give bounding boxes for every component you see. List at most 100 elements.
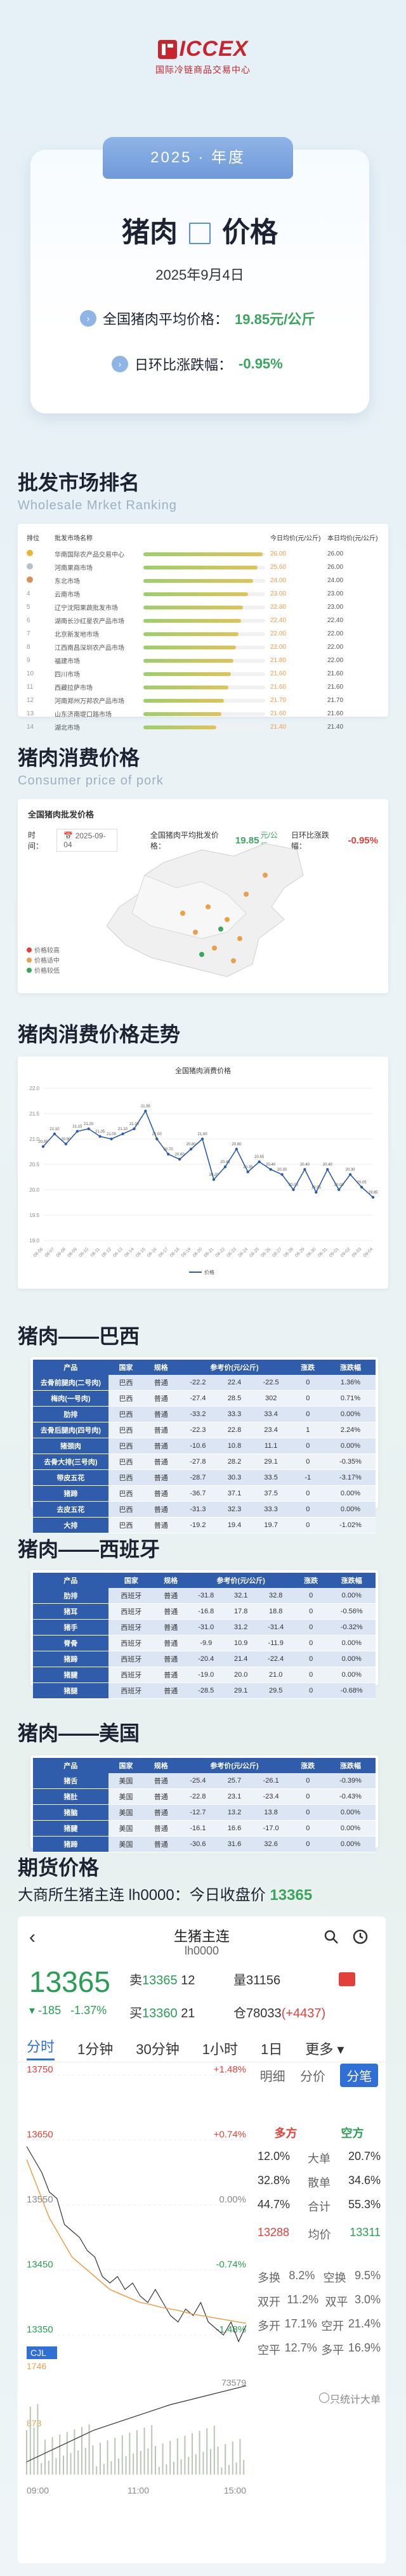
data-point [315,1190,318,1194]
flow-rows: 12.0% 大单 20.7% 32.8% 散单 34.6% 44.7% 合计 55.3% [252,2146,386,2218]
data-label: 20.20 [209,1173,219,1177]
table-cell: 17.8 [224,1603,258,1620]
price-tick: 13450 [27,2260,53,2270]
table-cell: -33.2 [178,1406,218,1422]
table-cell: 普通 [143,1406,179,1422]
header-row: 产品 国家 规格 参考价(元/公斤) 涨跌 涨跌幅 [33,1360,376,1375]
map-marker [225,917,230,922]
table-cell: 19.4 [217,1517,252,1533]
today-price: 21.60 [270,710,287,717]
table-cell: 肋排 [33,1588,108,1604]
today-price: 22.00 [270,644,287,651]
tab-30min[interactable]: 30分钟 [136,2041,180,2057]
table-row: 带皮五花 巴西 普通 -28.7 30.3 33.5 -1 -3.17% [33,1469,376,1486]
hero-title-left: 猪肉 [122,217,178,248]
table-cell: -27.8 [178,1454,218,1470]
avg-label: 均价 [308,2228,331,2241]
rank-cell: 7 [27,630,30,637]
map-toolbar: 时间： 📅 2025-09-04 全国猪肉平均批发价格： 19.85 元/公斤 … [18,829,388,852]
table-body: 猪舌 美国 普通 -25.4 25.7 -26.1 0 -0.39% 猪肚 美国 普通 -22.8 23… [33,1773,376,1852]
table-cell: 0.71% [325,1390,376,1407]
table-row: 华南国际农产品交易中心 26.00 26.00 [24,547,382,561]
search-icon-glyph [324,1930,338,1944]
bar-fill [143,645,236,649]
bar-track [143,725,265,729]
time-tick: 11:00 [128,2485,149,2495]
table-cell: 0.00% [327,1635,376,1651]
prev-price: 23.00 [327,590,344,597]
market-name: 河南郑州万邦农产品市场 [55,698,124,705]
y-tick-label: 21.0 [29,1136,39,1142]
usa-table: 产品 国家 规格 参考价(元/公斤) 涨跌 涨跌幅 猪舌 美国 普通 -25.4 25.7 -26.1… [33,1758,376,1852]
today-price: 23.00 [270,590,287,597]
table-cell: 普通 [143,1438,179,1454]
search-icon[interactable] [324,1929,339,1949]
data-label: 20.30 [277,1168,287,1172]
map-marker [193,930,198,935]
intraday-chart[interactable]: 13750 +1.48% 13650 +0.74% 13550 0.00% 13450 -0.… [18,2062,252,2563]
stat-label: 多换 [258,2272,280,2284]
side-tab-price[interactable]: 分价 [299,2069,325,2084]
table-cell: -22.4 [257,1651,294,1667]
rank-cell: 4 [27,590,30,597]
table-cell: 普通 [143,1788,179,1805]
stat-value: 8.2% [289,2269,315,2282]
table-cell: 猪脑 [33,1804,108,1821]
tab-1min[interactable]: 1分钟 [77,2041,114,2057]
data-label: 20.35 [243,1166,253,1169]
table-cell: 0 [290,1406,325,1422]
side-head: 多方 空方 [252,2119,386,2146]
avg-price-label: 全国猪肉平均价格： [103,311,229,327]
back-icon[interactable]: ‹ [29,1927,36,1948]
today-price: 21.70 [270,697,287,704]
table-cell: 猪腱 [33,1820,108,1837]
expand-icon[interactable] [339,1972,355,1986]
rank-cell: 13 [27,710,34,717]
tab-intraday[interactable]: 分时 [27,2036,55,2060]
table-row: 10 四川市场 21.60 21.60 [24,667,382,680]
table-cell: 西班牙 [108,1667,154,1683]
table-cell: 猪颈肉 [33,1438,108,1454]
bar-fill [143,632,239,636]
market-name: 华南国际农产品交易中心 [55,552,124,559]
china-map[interactable] [18,837,388,989]
today-price: 21.40 [270,724,287,731]
table-cell: 普通 [143,1375,179,1391]
data-point [133,1127,136,1131]
side-tab-detail[interactable]: 明细 [259,2069,285,2084]
bigonly-toggle[interactable]: ◯ 只统计大单 [252,2387,386,2410]
table-cell: -22.2 [178,1375,218,1391]
data-label: 20.55 [254,1155,265,1159]
ask-price: 13365 [142,1974,178,1987]
data-point [337,1188,341,1192]
mom-label: 日环比涨跌幅： [134,357,233,373]
bar-cell [141,561,268,574]
medal-icon [27,563,33,569]
data-label: 21.00 [107,1133,117,1136]
data-point [348,1173,352,1176]
table-cell: 0 [294,1651,328,1667]
table-cell: 0.00% [327,1667,376,1683]
table-cell: 37.1 [217,1485,252,1502]
today-price: 21.60 [270,670,287,677]
side-tab-tick[interactable]: 分笔 [340,2063,379,2087]
today-price: 24.00 [270,577,287,584]
tab-1day[interactable]: 1日 [261,2041,283,2057]
clock-icon[interactable] [353,1929,368,1949]
tab-1hour[interactable]: 1小时 [202,2041,238,2057]
prev-price: 26.00 [327,564,344,571]
table-cell: -20.4 [187,1651,225,1667]
data-point [303,1168,306,1171]
tab-more[interactable]: 更多 ▾ [305,2041,344,2057]
data-label: 20.00 [334,1183,344,1187]
futures-line: 大商所生猪主连 lh0000：今日收盘价 13365 [18,1882,312,1904]
table-row: 猪手 西班牙 普通 -31.0 31.2 -31.4 0 -0.32% [33,1619,376,1636]
rank-cell: 12 [27,697,34,704]
table-cell: 普通 [143,1804,179,1821]
stat-value: 11.2% [287,2293,319,2306]
data-point [64,1142,68,1146]
date-picker[interactable]: 📅 2025-09-04 [56,829,117,852]
table-cell: 去骨大排(三号肉) [33,1454,108,1470]
x-tick-label: 08-19 [181,1247,192,1258]
date-value: 2025-09-04 [63,831,106,849]
